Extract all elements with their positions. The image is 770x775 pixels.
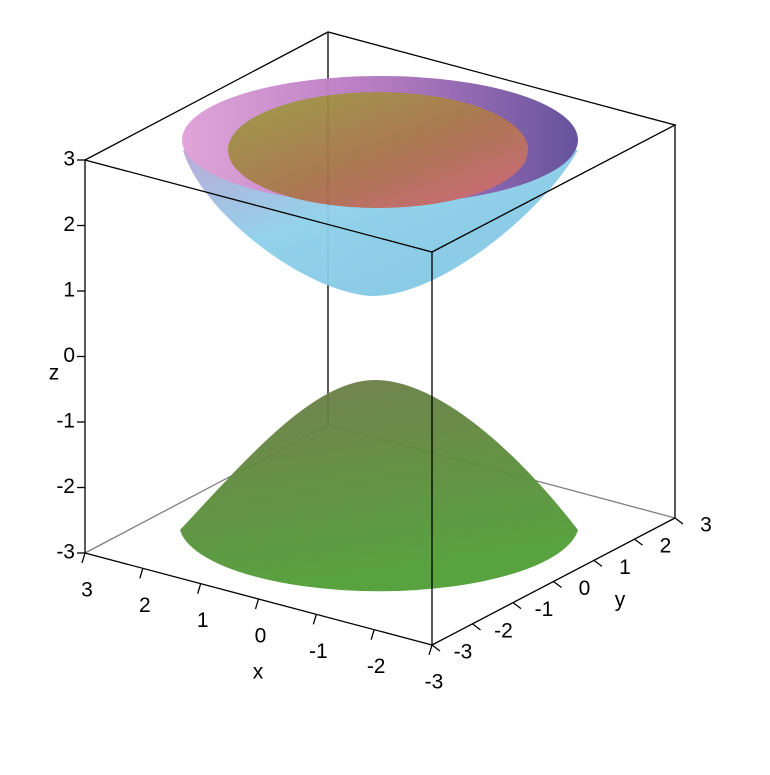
x-tick [81, 552, 86, 564]
y-tick-label: 0 [579, 577, 591, 600]
y-tick [553, 580, 562, 589]
x-tick-label: 1 [197, 609, 209, 632]
x-tick [139, 568, 144, 579]
y-tick-label: -1 [535, 598, 554, 621]
x-tick [254, 598, 260, 610]
z-axis-label: z [49, 362, 60, 385]
z-tick-label: 0 [63, 344, 75, 367]
y-tick-label: 1 [619, 556, 631, 579]
y-tick [674, 517, 684, 525]
x-axis-label: x [253, 661, 264, 684]
y-tick [512, 602, 522, 610]
y-axis-label: y [615, 589, 626, 612]
y-tick [634, 538, 643, 546]
z-tick-label: -3 [56, 541, 75, 564]
y-tick [431, 644, 441, 652]
z-tick-label: -1 [56, 410, 75, 433]
x-tick-label: 3 [81, 579, 93, 602]
x-tick-label: 2 [139, 594, 151, 617]
x-tick [370, 629, 375, 640]
upper-surface [182, 76, 578, 297]
x-tick [428, 644, 433, 656]
x-tick-label: 0 [255, 625, 267, 648]
z-tick-label: 2 [63, 213, 75, 236]
z-tick-label: -2 [56, 475, 75, 498]
y-tick [472, 623, 481, 631]
z-tick-label: 3 [63, 148, 75, 171]
y-tick [593, 559, 603, 567]
x-tick-label: -2 [367, 655, 386, 678]
y-tick-label: 3 [700, 514, 712, 537]
x-tick-label: -3 [425, 671, 444, 694]
y-tick-label: -2 [494, 619, 513, 642]
z-tick-label: 1 [63, 279, 75, 302]
x-tick [312, 614, 317, 625]
y-tick-label: -3 [454, 641, 473, 664]
lower-surface [180, 380, 578, 592]
y-tick-label: 2 [660, 535, 672, 558]
x-tick-label: -1 [309, 640, 328, 663]
x-tick [197, 583, 202, 594]
